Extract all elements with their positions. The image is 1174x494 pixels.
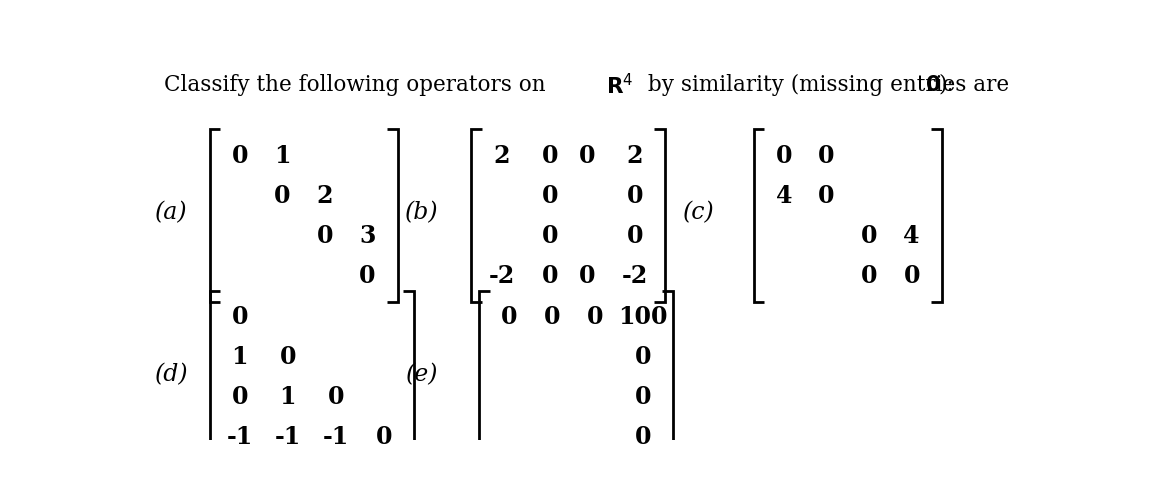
Text: 0: 0 [317, 224, 333, 247]
Text: 0: 0 [376, 425, 392, 450]
Text: 4: 4 [776, 184, 792, 207]
Text: 100: 100 [618, 305, 668, 329]
Text: (c): (c) [682, 201, 715, 224]
Text: 0: 0 [231, 385, 248, 410]
Text: (a): (a) [155, 201, 188, 224]
Text: (b): (b) [405, 201, 439, 224]
Text: 0: 0 [541, 264, 558, 288]
Text: 0: 0 [579, 264, 595, 288]
Text: 1: 1 [274, 144, 291, 167]
Text: 1: 1 [231, 345, 248, 370]
Text: 2: 2 [627, 144, 643, 167]
Text: 0: 0 [579, 144, 595, 167]
Text: (e): (e) [406, 363, 438, 386]
Text: 0: 0 [634, 425, 652, 450]
Text: 0: 0 [587, 305, 603, 329]
Text: 0: 0 [861, 224, 877, 247]
Text: by similarity (missing entries are: by similarity (missing entries are [641, 74, 1017, 96]
Text: 0: 0 [634, 345, 652, 370]
Text: 0: 0 [279, 345, 296, 370]
Text: 2: 2 [493, 144, 510, 167]
Text: ):: ): [939, 74, 954, 96]
Text: 0: 0 [818, 144, 835, 167]
Text: 0: 0 [231, 305, 248, 329]
Text: 0: 0 [544, 305, 560, 329]
Text: 2: 2 [317, 184, 333, 207]
Text: $\mathbf{R}^4$: $\mathbf{R}^4$ [606, 74, 633, 99]
Text: 4: 4 [904, 224, 920, 247]
Text: 0: 0 [627, 184, 643, 207]
Text: 0: 0 [818, 184, 835, 207]
Text: 0: 0 [231, 144, 248, 167]
Text: 0: 0 [501, 305, 518, 329]
Text: 0: 0 [328, 385, 344, 410]
Text: -1: -1 [323, 425, 349, 450]
Text: -2: -2 [622, 264, 648, 288]
Text: (d): (d) [155, 363, 188, 386]
Text: 0: 0 [861, 264, 877, 288]
Text: 0: 0 [904, 264, 920, 288]
Text: Classify the following operators on: Classify the following operators on [164, 74, 552, 96]
Text: 0: 0 [776, 144, 792, 167]
Text: 0: 0 [274, 184, 291, 207]
Text: 3: 3 [359, 224, 376, 247]
Text: 0: 0 [541, 224, 558, 247]
Text: -1: -1 [227, 425, 252, 450]
Text: 1: 1 [279, 385, 296, 410]
Text: -1: -1 [275, 425, 301, 450]
Text: 0: 0 [541, 184, 558, 207]
Text: 0: 0 [627, 224, 643, 247]
Text: $\mathbf{0}$: $\mathbf{0}$ [925, 74, 940, 96]
Text: 0: 0 [541, 144, 558, 167]
Text: 0: 0 [634, 385, 652, 410]
Text: 0: 0 [359, 264, 376, 288]
Text: -2: -2 [488, 264, 515, 288]
